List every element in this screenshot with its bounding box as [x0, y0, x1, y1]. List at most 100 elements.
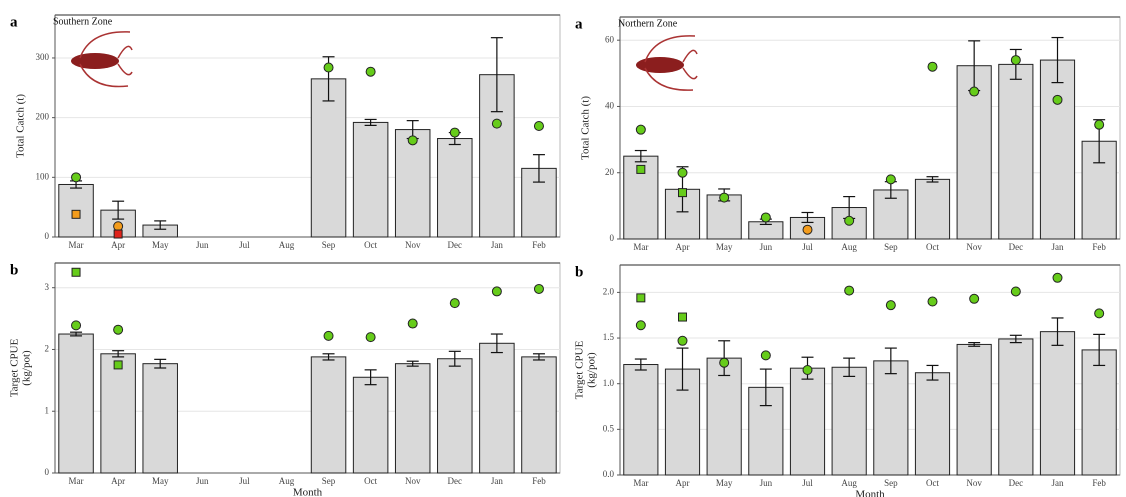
error-bar — [926, 364, 939, 381]
x-tick-label: Jan — [1052, 242, 1064, 252]
x-tick-label: Jul — [802, 242, 813, 252]
bar — [394, 129, 431, 238]
point — [1052, 94, 1063, 105]
bar — [479, 342, 515, 474]
x-tick-label: Apr — [111, 240, 125, 250]
y-tick-label: 20 — [605, 167, 615, 177]
point — [636, 164, 646, 174]
x-tick-label: May — [152, 476, 169, 486]
point — [969, 86, 980, 97]
point — [678, 188, 687, 198]
point — [760, 350, 771, 361]
point — [719, 192, 730, 203]
y-axis-label: (kg/pot) — [21, 350, 33, 386]
x-tick-label: Dec — [448, 476, 463, 486]
point — [969, 293, 980, 304]
x-tick-label: Nov — [966, 242, 982, 252]
x-tick-label: Feb — [532, 240, 546, 250]
point — [635, 320, 646, 331]
bar — [706, 357, 742, 476]
bar — [623, 364, 659, 476]
error-bar — [490, 333, 503, 354]
x-tick-label: Jun — [760, 242, 773, 252]
point — [449, 127, 460, 138]
point — [885, 174, 896, 185]
point — [1010, 55, 1021, 66]
bar — [437, 358, 473, 474]
error-bar — [1009, 334, 1022, 344]
y-tick-label: 0 — [45, 467, 50, 477]
x-axis-label: Month — [293, 487, 323, 497]
x-tick-label: Oct — [364, 240, 377, 250]
zone-label: Northern Zone — [618, 18, 678, 29]
error-bar — [926, 176, 939, 183]
error-bar — [406, 360, 419, 367]
plot-area — [54, 262, 561, 474]
x-tick-label: Oct — [926, 478, 939, 488]
point — [71, 209, 81, 219]
x-tick-label: Jul — [239, 476, 250, 486]
plot-area — [619, 16, 1121, 240]
x-tick-label: Nov — [405, 476, 421, 486]
error-bar — [448, 350, 461, 367]
panel-label: b — [10, 262, 18, 278]
bar — [58, 333, 94, 474]
x-tick-label: Aug — [841, 478, 857, 488]
y-axis-label: Target CPUE — [574, 340, 586, 399]
point — [491, 118, 502, 129]
error-bar — [676, 347, 689, 391]
bar — [998, 338, 1034, 476]
y-tick-label: 2.0 — [603, 286, 615, 296]
point — [802, 365, 813, 375]
x-tick-label: Dec — [1009, 478, 1024, 488]
bar — [521, 167, 557, 238]
x-tick-label: Aug — [279, 240, 295, 250]
point — [407, 135, 418, 146]
point — [1010, 286, 1021, 297]
panel-label: a — [10, 14, 18, 30]
bar — [1039, 59, 1076, 240]
point — [113, 221, 124, 232]
bar — [437, 138, 473, 238]
point — [449, 298, 460, 309]
point — [677, 335, 688, 346]
point — [678, 312, 687, 322]
point — [113, 360, 123, 370]
bar — [914, 372, 951, 476]
x-tick-label: Mar — [69, 476, 84, 486]
x-tick-label: May — [716, 242, 733, 252]
point — [635, 124, 646, 135]
error-bar — [968, 342, 981, 347]
point — [71, 172, 82, 183]
error-bar — [532, 353, 545, 361]
x-tick-label: Apr — [676, 478, 690, 488]
x-tick-label: Feb — [532, 476, 546, 486]
x-tick-label: Jun — [196, 240, 209, 250]
point — [1094, 119, 1105, 130]
point — [719, 357, 730, 368]
plot-area — [54, 14, 561, 238]
y-axis-label: (kg/pot) — [586, 352, 598, 388]
bar — [1081, 140, 1117, 240]
bar — [956, 343, 992, 476]
y-tick-label: 0.0 — [603, 469, 615, 479]
bar — [521, 356, 557, 474]
y-tick-label: 200 — [36, 112, 50, 122]
error-bar — [634, 358, 647, 371]
point — [677, 167, 688, 178]
y-tick-label: 100 — [36, 171, 50, 181]
bar — [1081, 349, 1117, 476]
x-tick-label: Mar — [69, 240, 84, 250]
bar — [831, 366, 867, 476]
error-bar — [801, 211, 814, 224]
y-tick-label: 0 — [45, 231, 50, 241]
error-bar — [364, 369, 377, 386]
point — [491, 286, 502, 297]
bar — [142, 363, 178, 474]
point — [802, 224, 813, 235]
error-bar — [634, 149, 647, 163]
error-bar — [759, 368, 772, 407]
x-tick-label: Jan — [491, 240, 503, 250]
point — [1052, 272, 1063, 283]
point — [407, 318, 418, 329]
